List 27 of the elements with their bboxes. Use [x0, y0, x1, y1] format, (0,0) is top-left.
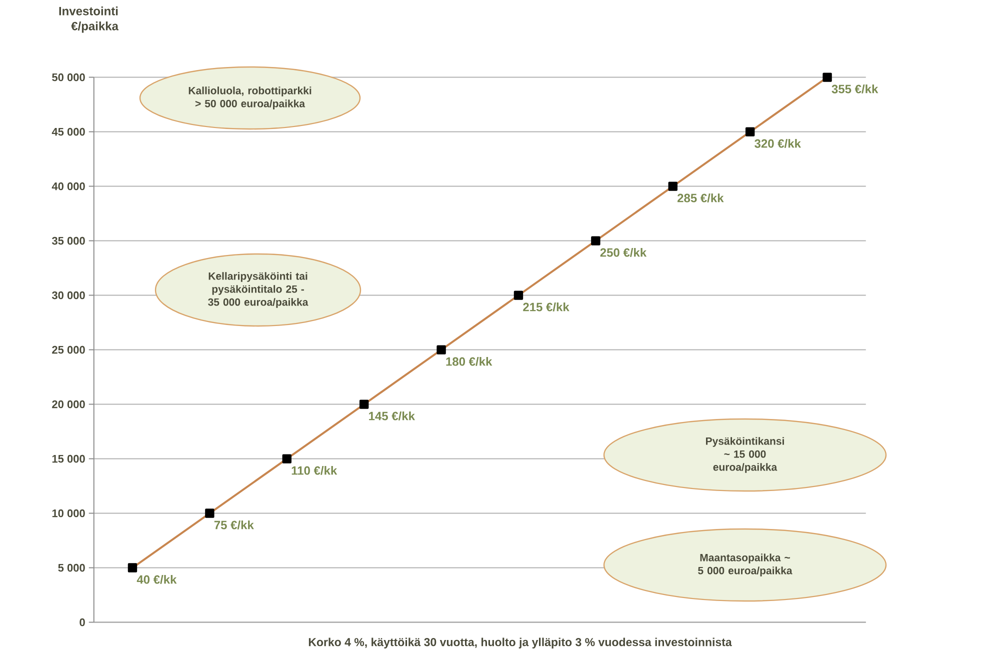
y-tick-label: 45 000 [52, 128, 85, 136]
x-axis-title: Korko 4 %, käyttöikä 30 vuotta, huolto ja ylläpito 3 % vuodessa investoinnista [308, 638, 732, 648]
annotation: 320 €/kk [754, 138, 801, 148]
y-tick-label: 0 [80, 618, 85, 626]
annotation: Pysäköintikansi ~ 15 000 euroa/paikka [706, 437, 784, 473]
annotation: 110 €/kk [292, 466, 338, 475]
y-tick-label: 15 000 [52, 454, 85, 463]
annotation: 285 €/kk [678, 193, 724, 202]
y-tick-label: 50 000 [52, 73, 85, 82]
y-axis-title: Investointi €/paikka [59, 6, 119, 33]
y-tick-label: 30 000 [52, 291, 85, 300]
y-tick-label: 25 000 [52, 346, 85, 354]
y-tick-label: 40 000 [52, 182, 85, 190]
annotation: 40 €/kk [136, 574, 177, 584]
y-tick-label: 10 000 [52, 509, 85, 518]
annotation: 180 €/kk [446, 356, 492, 366]
annotation: 75 €/kk [214, 520, 254, 530]
annotation: Maantasopaikka ~ 5 000 euroa/paikka [698, 554, 792, 576]
annotation: Kellaripysäköinti tai pysäköintitalo 25 - 35 000 euroa/paikka [208, 272, 308, 308]
y-tick-label: 35 000 [52, 236, 85, 245]
annotation: 250 €/kk [600, 248, 647, 257]
annotation: Kallioluola, robottiparkki > 50 000 euroa/paikka [188, 86, 312, 110]
annotation: 355 €/kk [832, 84, 878, 94]
y-tick-label: 5 000 [58, 564, 85, 572]
annotation: 145 €/kk [369, 411, 415, 420]
y-tick-label: 20 000 [52, 400, 85, 408]
annotation: 215 €/kk [523, 302, 570, 312]
